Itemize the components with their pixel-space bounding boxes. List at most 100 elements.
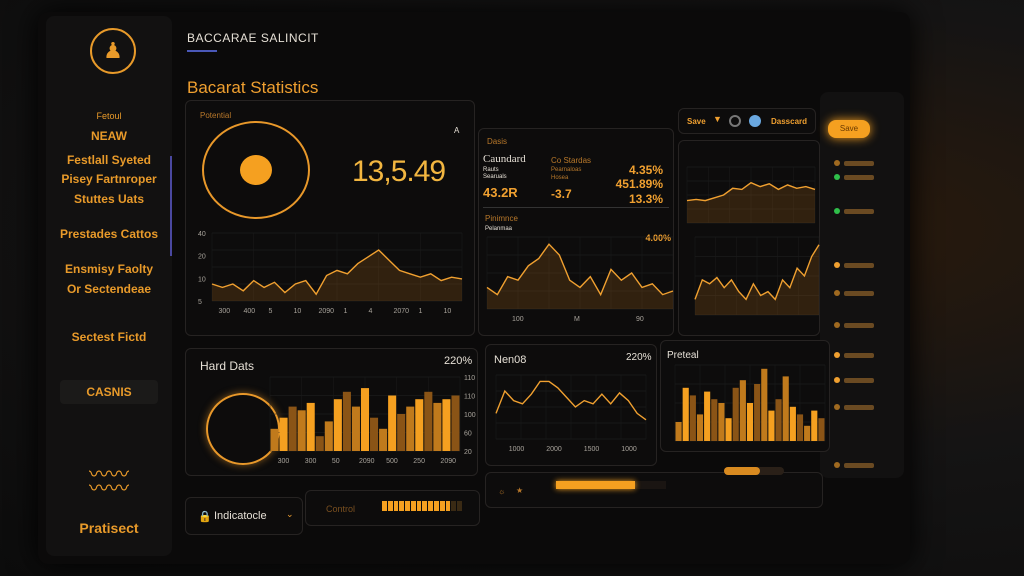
series-line (495, 380, 647, 421)
series-line (686, 181, 816, 202)
area-fill (487, 244, 673, 309)
segment (439, 501, 445, 511)
rail-item-icon[interactable] (834, 322, 840, 328)
sidebar-footer-label[interactable]: Pratisect (79, 520, 139, 536)
rail-item-icon[interactable] (834, 174, 840, 180)
sidebar-item[interactable]: Stuttes Uats (73, 192, 144, 206)
x-tick-label: 10 (444, 308, 452, 315)
rail-item[interactable] (844, 263, 874, 268)
bar (360, 388, 370, 451)
toolbar-dropdown[interactable]: Save (687, 117, 706, 126)
x-tick-label: 2090 (440, 458, 456, 465)
preteal-bar-chart (674, 364, 826, 442)
rail-item[interactable] (844, 463, 874, 468)
panel-title: Nen08 (494, 354, 527, 366)
chevron-down-icon[interactable]: ▼ (713, 114, 722, 124)
stats-pct: 13.3% (628, 192, 663, 206)
y-tick-label: 10 (198, 276, 206, 283)
hard-bar-chart: 110 110 100 60 20 300 300 50 2090 500 250 2090 (269, 375, 476, 465)
x-tick-label: 5 (269, 308, 273, 315)
rail-item[interactable] (844, 209, 874, 214)
divider (483, 207, 669, 208)
y-tick-label: 20 (464, 449, 472, 456)
right-rail: Save (820, 92, 904, 478)
rail-item-icon[interactable] (834, 377, 840, 383)
x-tick-label: 1000 (621, 446, 637, 453)
panel-label: Potential (200, 111, 232, 120)
main-progress-track (556, 481, 666, 489)
rail-item[interactable] (844, 291, 874, 296)
donut-center (240, 155, 272, 185)
app-title: BACCARAE SALINCIT (187, 31, 319, 45)
rail-item-icon[interactable] (834, 208, 840, 214)
rail-item[interactable] (844, 405, 874, 410)
x-tick-label: 1 (419, 308, 423, 315)
slider[interactable] (724, 467, 784, 475)
stats-sub: Searuals (483, 174, 507, 180)
sidebar-item[interactable]: Sectest Fictd (71, 330, 147, 344)
segment (451, 501, 457, 511)
rail-item-icon[interactable] (834, 462, 840, 468)
sidebar-item[interactable]: CASNIS (60, 380, 158, 404)
sidebar-scroll-indicator[interactable] (170, 156, 172, 256)
x-tick-label: M (574, 316, 580, 323)
nen-panel: Nen08 220% 1000 2000 1500 1000 (485, 344, 657, 466)
rail-item-icon[interactable] (834, 160, 840, 166)
rail-item[interactable] (844, 378, 874, 383)
x-tick-label: 90 (636, 316, 644, 323)
control-label: Control (326, 504, 356, 514)
globe-icon[interactable] (749, 115, 761, 127)
title-underline (187, 50, 217, 52)
bar (424, 391, 433, 451)
bar (782, 376, 789, 441)
area-fill (695, 244, 819, 315)
rail-item-icon[interactable] (834, 262, 840, 268)
bar (370, 417, 379, 451)
bar (306, 402, 315, 451)
sidebar-item[interactable]: Prestades Cattos (59, 227, 159, 241)
sun-icon[interactable]: ☼ (498, 487, 506, 496)
sidebar-item[interactable]: Or Sectendeae (66, 282, 152, 296)
circle-icon[interactable] (729, 115, 741, 127)
panel-label: Dasis (487, 137, 508, 146)
panel-pct: 220% (626, 352, 652, 363)
control-segment-bar[interactable] (382, 501, 462, 511)
y-tick-label: 60 (464, 431, 472, 438)
sidebar-item[interactable]: Festlall Syeted (66, 153, 152, 167)
stats-pct: 451.89% (615, 177, 663, 191)
sidebar-item[interactable]: Fetoul (96, 111, 122, 121)
star-icon[interactable]: ★ (516, 486, 524, 495)
bar (818, 418, 825, 441)
stats-pct: 4.35% (628, 163, 663, 177)
sidebar-item[interactable]: Pisey Fartnroper (61, 172, 157, 186)
rail-item-icon[interactable] (834, 290, 840, 296)
indicator-dropdown[interactable]: 🔒 Indicatocle ⌄ (185, 497, 303, 535)
sidebar-item[interactable]: Ensmisy Faolty (64, 262, 154, 276)
rail-item[interactable] (844, 323, 874, 328)
rail-item-icon[interactable] (834, 404, 840, 410)
bar (288, 406, 297, 451)
rail-item-icon[interactable] (834, 352, 840, 358)
stats-col-label: Co Stardas (551, 156, 592, 165)
bar (451, 395, 460, 451)
primary-button[interactable]: Save (828, 120, 870, 138)
toolbar-button[interactable]: Dasscard (771, 117, 808, 126)
segment (428, 501, 434, 511)
rail-item[interactable] (844, 353, 874, 358)
rail-item[interactable] (844, 175, 874, 180)
rail-item[interactable] (844, 161, 874, 166)
nen-line-chart: 1000 2000 1500 1000 (495, 374, 647, 453)
potential-panel: Potential A 13,5.49 40 20 10 5 300 400 5 10 2090… (185, 100, 475, 336)
bar (342, 391, 351, 451)
sidebar-item[interactable]: NEAW (91, 129, 127, 143)
x-tick-label: 4 (369, 308, 373, 315)
area-fill (212, 250, 462, 301)
bar (433, 402, 442, 451)
x-tick-label: 500 (386, 458, 398, 465)
donut-ring (202, 121, 310, 219)
segment (387, 501, 393, 511)
y-tick-label: 110 (464, 394, 475, 401)
people-icon[interactable]: ♟ (90, 28, 136, 74)
x-tick-label: 50 (332, 458, 340, 465)
bar (415, 399, 424, 451)
